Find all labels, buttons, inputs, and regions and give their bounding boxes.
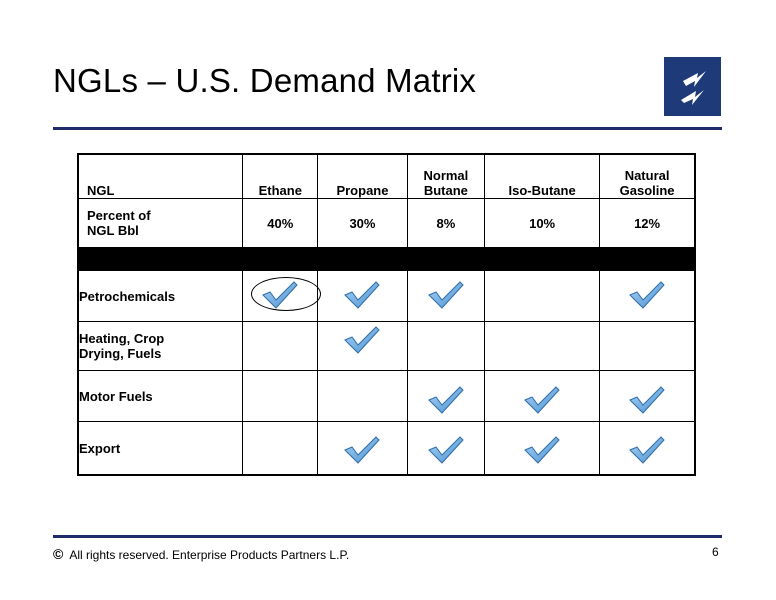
percent-cell: 12% <box>599 198 696 248</box>
demand-matrix-table: NGL Ethane Propane Normal Butane Iso-Buta… <box>77 153 696 476</box>
checkmark-icon <box>523 385 561 415</box>
matrix-cell <box>484 270 601 322</box>
matrix-cell <box>406 270 486 322</box>
footer-divider <box>53 535 722 538</box>
percent-cell: 30% <box>317 198 408 248</box>
row-label-petrochemicals: Petrochemicals <box>77 270 244 322</box>
copyright-icon: © <box>53 546 64 562</box>
matrix-cell <box>242 270 322 322</box>
table-row: Heating, Crop Drying, Fuels <box>77 321 696 371</box>
matrix-cell <box>484 421 601 476</box>
footer-copyright: © All rights reserved. Enterprise Product… <box>53 546 349 562</box>
matrix-cell <box>599 321 696 371</box>
header-cell-iso-butane: Iso-Butane <box>484 153 601 199</box>
percent-cell: 10% <box>484 198 601 248</box>
checkmark-icon <box>427 435 465 465</box>
matrix-cell <box>406 321 486 371</box>
matrix-cell <box>484 321 601 371</box>
matrix-cell <box>317 270 408 322</box>
matrix-cell <box>242 321 319 371</box>
table-row: Petrochemicals <box>77 270 696 322</box>
matrix-cell <box>599 370 696 422</box>
percent-cell: 8% <box>406 198 486 248</box>
matrix-cell <box>406 370 486 422</box>
matrix-cell <box>317 421 408 476</box>
checkmark-icon <box>427 280 465 310</box>
header-cell-propane: Propane <box>317 153 408 199</box>
header-cell-ngl: NGL <box>77 153 244 199</box>
row-label-heating: Heating, Crop Drying, Fuels <box>77 321 244 371</box>
separator-bar <box>77 247 696 271</box>
header-cell-normal-butane: Normal Butane <box>406 153 486 199</box>
header-cell-natural-gasoline: Natural Gasoline <box>599 153 696 199</box>
header-cell-ethane: Ethane <box>242 153 319 199</box>
matrix-cell <box>317 370 408 422</box>
table-row: Export <box>77 421 696 476</box>
table-header-row: NGL Ethane Propane Normal Butane Iso-Buta… <box>77 153 696 199</box>
matrix-cell <box>599 421 696 476</box>
checkmark-icon <box>343 325 381 355</box>
matrix-cell <box>484 370 601 422</box>
title-divider <box>53 127 722 130</box>
page-number: 6 <box>712 545 719 559</box>
percent-row-label: Percent of NGL Bbl <box>77 198 244 248</box>
lightning-logo-icon <box>681 71 706 105</box>
row-label-motor-fuels: Motor Fuels <box>77 370 244 422</box>
matrix-cell <box>242 370 319 422</box>
highlight-ellipse <box>251 277 322 311</box>
checkmark-icon <box>628 280 666 310</box>
checkmark-icon <box>343 280 381 310</box>
checkmark-icon <box>427 385 465 415</box>
matrix-cell <box>599 270 696 322</box>
separator-bar-row <box>77 247 696 271</box>
company-logo <box>664 57 721 116</box>
checkmark-icon <box>523 435 561 465</box>
checkmark-icon <box>628 385 666 415</box>
table-row: Motor Fuels <box>77 370 696 422</box>
matrix-cell <box>242 421 319 476</box>
matrix-cell <box>317 321 408 371</box>
percent-row: Percent of NGL Bbl 40% 30% 8% 10% 12% <box>77 198 696 248</box>
checkmark-icon <box>343 435 381 465</box>
row-label-export: Export <box>77 421 244 476</box>
copyright-text: All rights reserved. Enterprise Products… <box>69 548 350 562</box>
page-title: NGLs – U.S. Demand Matrix <box>53 62 477 99</box>
checkmark-icon <box>628 435 666 465</box>
percent-cell: 40% <box>242 198 319 248</box>
matrix-cell <box>406 421 486 476</box>
